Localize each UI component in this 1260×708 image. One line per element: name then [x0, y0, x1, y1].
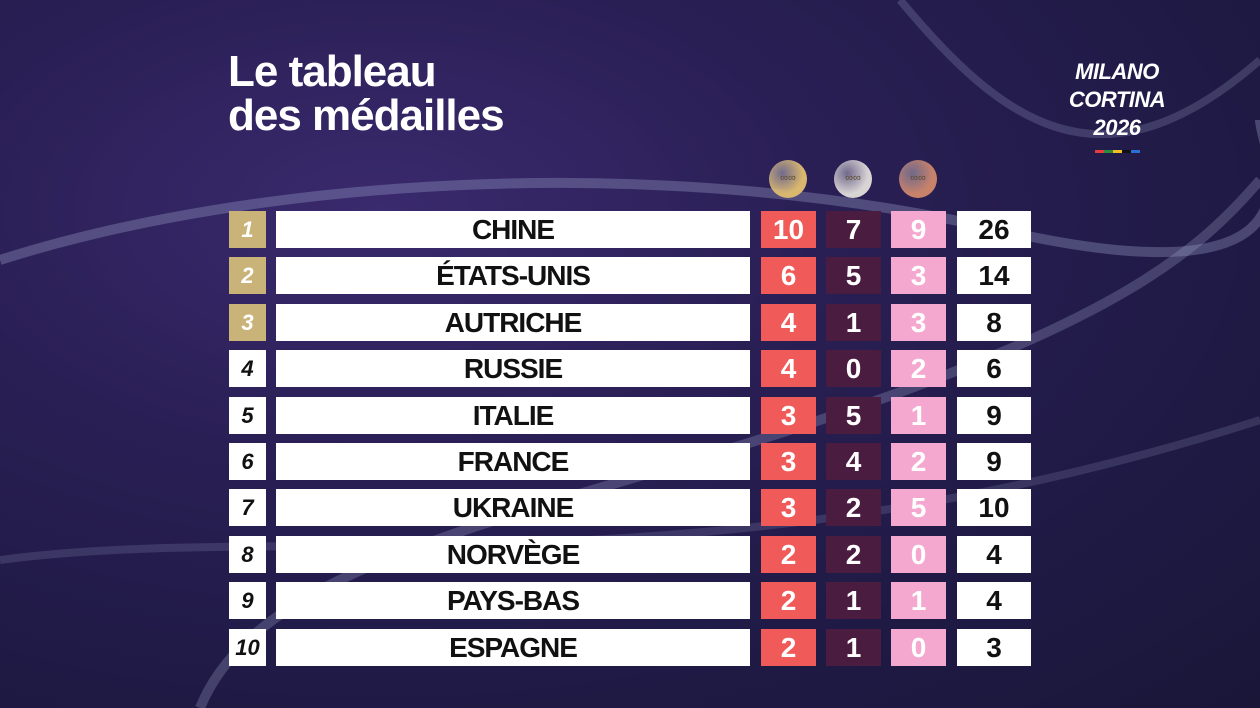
table-row: 1 CHINE 10 7 9 26 — [0, 211, 1260, 249]
table-row: 2 ÉTATS-UNIS 6 5 3 14 — [0, 257, 1260, 295]
table-row: 3 AUTRICHE 4 1 3 8 — [0, 304, 1260, 342]
bronze-count: 2 — [891, 443, 946, 480]
bronze-count: 1 — [891, 397, 946, 434]
gold-count: 2 — [761, 582, 816, 619]
table-row: 8 NORVÈGE 2 2 0 4 — [0, 536, 1260, 574]
total-count: 9 — [957, 397, 1031, 434]
silver-count: 5 — [826, 257, 881, 294]
country-cell: PAYS-BAS — [276, 582, 750, 619]
silver-count: 1 — [826, 629, 881, 666]
logo-line-1: MILANO — [1075, 59, 1159, 84]
table-row: 9 PAYS-BAS 2 1 1 4 — [0, 582, 1260, 620]
silver-count: 2 — [826, 489, 881, 526]
gold-count: 10 — [761, 211, 816, 248]
gold-count: 3 — [761, 397, 816, 434]
rank-cell: 6 — [229, 443, 266, 480]
table-row: 10 ESPAGNE 2 1 0 3 — [0, 629, 1260, 667]
logo-color-segment — [1103, 150, 1113, 153]
table-row: 6 FRANCE 3 4 2 9 — [0, 443, 1260, 481]
total-count: 10 — [957, 489, 1031, 526]
gold-count: 4 — [761, 304, 816, 341]
bronze-count: 9 — [891, 211, 946, 248]
bronze-medal-icon: ∞∞ — [899, 160, 937, 198]
logo-line-2: CORTINA — [1068, 87, 1166, 112]
bronze-count: 0 — [891, 536, 946, 573]
silver-count: 1 — [826, 304, 881, 341]
milano-cortina-logo: MILANO CORTINA 2026 — [1058, 58, 1176, 153]
total-count: 8 — [957, 304, 1031, 341]
country-cell: ESPAGNE — [276, 629, 750, 666]
rank-cell: 8 — [229, 536, 266, 573]
country-cell: FRANCE — [276, 443, 750, 480]
total-count: 4 — [957, 536, 1031, 573]
title-line-2: des médailles — [228, 91, 505, 140]
rank-cell: 4 — [229, 350, 266, 387]
country-cell: RUSSIE — [276, 350, 750, 387]
bronze-count: 3 — [891, 257, 946, 294]
silver-medal-icon: ∞∞ — [834, 160, 872, 198]
bronze-count: 2 — [891, 350, 946, 387]
gold-count: 2 — [761, 629, 816, 666]
table-row: 4 RUSSIE 4 0 2 6 — [0, 350, 1260, 388]
logo-color-bar — [1058, 150, 1176, 153]
gold-count: 2 — [761, 536, 816, 573]
gold-count: 6 — [761, 257, 816, 294]
logo-color-segment — [1112, 150, 1122, 153]
bronze-count: 1 — [891, 582, 946, 619]
rank-cell: 2 — [229, 257, 266, 294]
country-cell: AUTRICHE — [276, 304, 750, 341]
page-title: Le tableau des médailles — [228, 47, 505, 140]
silver-count: 4 — [826, 443, 881, 480]
country-cell: UKRAINE — [276, 489, 750, 526]
country-cell: ÉTATS-UNIS — [276, 257, 750, 294]
bronze-count: 5 — [891, 489, 946, 526]
silver-count: 1 — [826, 582, 881, 619]
table-row: 7 UKRAINE 3 2 5 10 — [0, 489, 1260, 527]
rank-cell: 1 — [229, 211, 266, 248]
rank-cell: 9 — [229, 582, 266, 619]
silver-count: 2 — [826, 536, 881, 573]
total-count: 14 — [957, 257, 1031, 294]
gold-count: 3 — [761, 443, 816, 480]
gold-medal-icon: ∞∞ — [769, 160, 807, 198]
total-count: 6 — [957, 350, 1031, 387]
total-count: 9 — [957, 443, 1031, 480]
rank-cell: 7 — [229, 489, 266, 526]
silver-count: 0 — [826, 350, 881, 387]
silver-count: 7 — [826, 211, 881, 248]
logo-color-segment — [1130, 150, 1140, 153]
logo-color-segment — [1121, 150, 1131, 153]
total-count: 4 — [957, 582, 1031, 619]
rank-cell: 10 — [229, 629, 266, 666]
country-cell: ITALIE — [276, 397, 750, 434]
logo-color-segment — [1094, 150, 1104, 153]
gold-count: 3 — [761, 489, 816, 526]
country-cell: CHINE — [276, 211, 750, 248]
total-count: 26 — [957, 211, 1031, 248]
title-line-1: Le tableau — [228, 47, 437, 96]
total-count: 3 — [957, 629, 1031, 666]
logo-line-3: 2026 — [1093, 115, 1141, 140]
bronze-count: 0 — [891, 629, 946, 666]
table-row: 5 ITALIE 3 5 1 9 — [0, 397, 1260, 435]
bronze-count: 3 — [891, 304, 946, 341]
rank-cell: 3 — [229, 304, 266, 341]
rank-cell: 5 — [229, 397, 266, 434]
gold-count: 4 — [761, 350, 816, 387]
country-cell: NORVÈGE — [276, 536, 750, 573]
silver-count: 5 — [826, 397, 881, 434]
